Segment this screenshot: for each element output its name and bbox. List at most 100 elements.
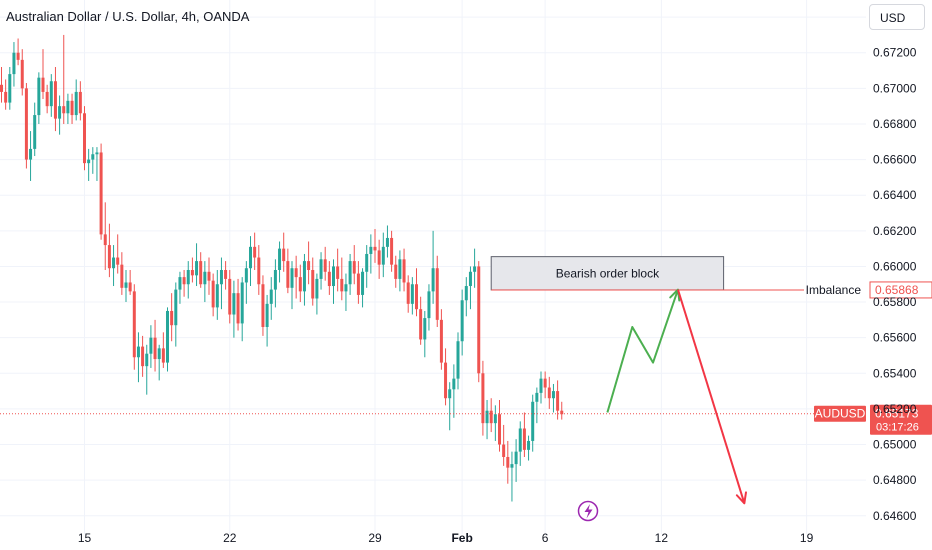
candle-body <box>547 387 551 399</box>
candle-body <box>24 88 28 160</box>
y-tick-label: 0.66200 <box>873 224 917 238</box>
candle-body <box>240 282 244 324</box>
candle-body <box>153 337 157 360</box>
candle <box>419 296 423 345</box>
candle <box>12 42 16 87</box>
candle <box>228 270 232 324</box>
candle <box>20 49 24 96</box>
candle-body <box>228 278 232 315</box>
imbalance-price-box <box>869 281 932 299</box>
x-tick-label: 6 <box>542 531 549 545</box>
y-tick-label: 0.65000 <box>873 438 917 452</box>
projection_down-path <box>676 289 746 504</box>
order-block-box[interactable] <box>490 256 725 291</box>
candle-body <box>261 284 265 327</box>
candle <box>157 344 161 381</box>
candle <box>199 252 203 288</box>
candle <box>182 270 186 297</box>
candle <box>53 66 57 132</box>
y-tick-label: 0.67200 <box>873 46 917 60</box>
candle <box>531 394 535 452</box>
candle <box>560 401 564 420</box>
candle-body <box>336 266 340 279</box>
candle <box>315 273 319 315</box>
candle-body <box>373 246 377 251</box>
candle-body <box>87 159 91 164</box>
candle <box>340 257 344 301</box>
candle-body <box>423 318 427 340</box>
candle <box>219 257 223 310</box>
candle <box>128 270 132 295</box>
candle <box>4 79 8 110</box>
candle-body <box>385 237 389 247</box>
candle-body <box>493 414 497 424</box>
x-tick-label: 22 <box>223 531 237 545</box>
candle <box>464 277 468 317</box>
x-tick-label: 12 <box>655 531 669 545</box>
annotations: Bearish order block Imbalance 0.65868 AUDUS… <box>0 256 932 505</box>
candle <box>377 239 381 279</box>
candle <box>99 143 103 240</box>
candle-body <box>157 348 161 360</box>
lightning-icon[interactable] <box>577 500 599 522</box>
candle-body <box>91 154 95 160</box>
time-axis[interactable]: 15 22 29 Feb 6 12 19 <box>78 531 814 545</box>
candle-body <box>551 391 555 399</box>
candle-body <box>448 389 452 399</box>
candle-body <box>20 59 24 89</box>
candle-body <box>510 464 514 468</box>
candle <box>45 84 49 114</box>
candle <box>394 255 398 288</box>
candle <box>103 202 107 270</box>
candle-body <box>195 261 199 276</box>
candle <box>195 243 199 287</box>
candle-body <box>431 268 435 292</box>
candle-body <box>174 289 178 326</box>
candle-body <box>273 270 277 290</box>
candle-body <box>269 289 273 304</box>
candle <box>145 344 149 395</box>
candle-body <box>514 451 518 465</box>
candle <box>178 271 182 304</box>
candle <box>253 232 257 270</box>
candle-body <box>286 261 290 288</box>
candle <box>323 246 327 281</box>
candle-body <box>95 152 99 155</box>
candle <box>489 398 493 433</box>
chart-title: Australian Dollar / U.S. Dollar, 4h, OAN… <box>6 9 250 24</box>
y-tick-label: 0.66600 <box>873 153 917 167</box>
candle-body <box>12 52 16 75</box>
candle <box>236 278 240 331</box>
projection_up-path <box>606 289 679 413</box>
candle-body <box>278 248 282 270</box>
candle <box>398 250 402 292</box>
currency-button[interactable]: USD <box>869 4 925 30</box>
candle <box>290 261 294 310</box>
candle-body <box>298 277 302 292</box>
candle-body <box>340 278 344 292</box>
candles <box>0 34 564 502</box>
candle <box>527 435 531 461</box>
candle-body <box>257 257 261 285</box>
candle <box>95 147 99 181</box>
candle <box>0 66 3 103</box>
candle-body <box>62 106 66 114</box>
candle-body <box>531 401 535 441</box>
candle-body <box>37 77 41 116</box>
candle <box>124 270 128 303</box>
candle <box>510 451 514 502</box>
y-tick-label: 0.66800 <box>873 117 917 131</box>
candle-body <box>394 264 398 279</box>
candle-body <box>236 293 240 324</box>
candle-body <box>323 259 327 272</box>
candle <box>535 387 539 424</box>
candle-body <box>53 81 57 119</box>
candle-body <box>207 271 211 281</box>
price-axis[interactable]: 0.674000.672000.670000.668000.666000.664… <box>873 10 917 523</box>
candle <box>448 382 452 431</box>
candle <box>365 245 369 288</box>
candle <box>336 248 340 292</box>
candle <box>112 245 116 287</box>
candle-body <box>282 248 286 262</box>
